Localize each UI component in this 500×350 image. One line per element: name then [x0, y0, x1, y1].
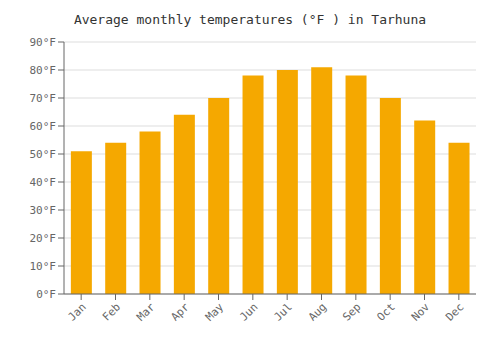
html-text:Average monthly temperatures (: Average monthly temperatures (°F ) in Ta…: [73, 12, 427, 27]
svg-text:Mar: Mar: [134, 300, 158, 324]
svg-text:80°F: 80°F: [30, 64, 57, 77]
svg-text:70°F: 70°F: [30, 92, 57, 105]
svg-text:20°F: 20°F: [30, 232, 57, 245]
svg-text:Feb: Feb: [100, 300, 123, 323]
svg-text:Dec: Dec: [443, 300, 466, 323]
svg-text:Jul: Jul: [272, 300, 295, 323]
svg-text:Sep: Sep: [340, 300, 363, 323]
svg-text:40°F: 40°F: [30, 176, 57, 189]
svg-text:60°F: 60°F: [30, 120, 57, 133]
svg-text:10°F: 10°F: [30, 260, 57, 273]
svg-text:Oct: Oct: [375, 300, 398, 323]
svg-text:0°F: 0°F: [36, 288, 56, 301]
svg-text:90°F: 90°F: [30, 36, 57, 49]
svg-text:Apr: Apr: [169, 300, 193, 324]
svg-text:Jan: Jan: [66, 300, 89, 323]
svg-text:50°F: 50°F: [30, 148, 57, 161]
svg-text:Jun: Jun: [237, 300, 260, 323]
svg-text:Nov: Nov: [409, 300, 433, 324]
svg-text:Aug: Aug: [306, 300, 329, 323]
svg-text:30°F: 30°F: [30, 204, 57, 217]
svg-text:May: May: [203, 300, 227, 324]
